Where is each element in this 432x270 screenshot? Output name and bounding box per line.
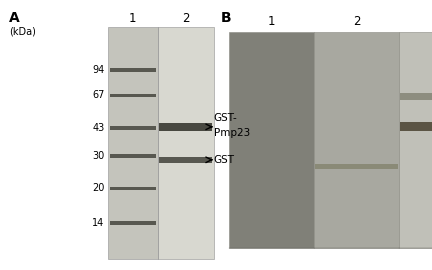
Text: (kDa): (kDa)	[9, 27, 35, 37]
Bar	[110, 68, 156, 72]
Text: 94: 94	[92, 65, 105, 75]
Bar	[108, 27, 158, 259]
Text: 30: 30	[92, 151, 105, 161]
Text: 20: 20	[92, 183, 105, 193]
Bar	[400, 93, 432, 100]
Bar	[110, 154, 156, 158]
Bar	[110, 126, 156, 130]
Bar	[399, 32, 432, 248]
Text: 1: 1	[268, 15, 275, 28]
Bar	[315, 164, 398, 169]
Text: A: A	[9, 11, 19, 25]
Text: B: B	[220, 11, 231, 25]
Text: 43: 43	[92, 123, 105, 133]
Bar	[159, 157, 212, 163]
Text: Pmp23: Pmp23	[214, 128, 250, 138]
Text: 67: 67	[92, 90, 105, 100]
Bar	[314, 32, 399, 248]
Bar	[400, 122, 432, 131]
Bar	[158, 27, 214, 259]
Bar	[229, 32, 314, 248]
Text: GST: GST	[214, 155, 235, 165]
Text: 1: 1	[129, 12, 137, 25]
Bar	[110, 187, 156, 190]
Text: 2: 2	[353, 15, 360, 28]
Bar	[110, 221, 156, 225]
Text: GST-: GST-	[214, 113, 238, 123]
Text: 2: 2	[182, 12, 190, 25]
Bar	[110, 94, 156, 97]
Text: 14: 14	[92, 218, 105, 228]
Bar	[159, 123, 212, 131]
